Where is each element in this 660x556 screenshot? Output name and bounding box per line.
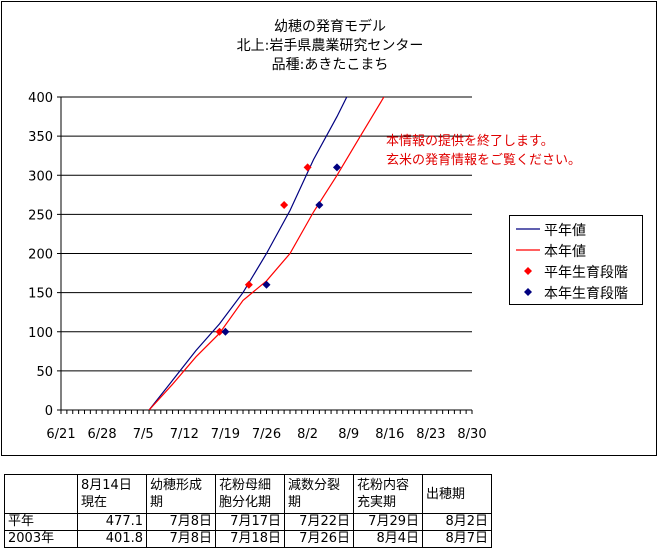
y-tick-label: 200 (28, 248, 53, 263)
table-cell: 7月8日 (146, 530, 216, 548)
legend-item-heinen-stage: 平年生育段階 (510, 261, 642, 281)
legend-label: 平年値 (544, 223, 586, 239)
data-point-2 (244, 280, 253, 289)
x-tick-label: 7/19 (211, 427, 240, 442)
legend-item-honnen: 本年値 (510, 240, 642, 260)
chart-title: 幼穂の発育モデル (274, 19, 386, 35)
table-cell: 8月2日 (422, 513, 492, 531)
legend-line-red-icon (516, 249, 540, 251)
data-point-2 (280, 200, 289, 209)
note-line: 本情報の提供を終了します。 (386, 134, 554, 149)
x-tick-label: 8/23 (416, 427, 445, 442)
chart-subtitle-location: 北上:岩手県農業研究センター (236, 38, 424, 54)
table-header-cell: 8月14日 現在 (77, 474, 147, 514)
series-line-0 (148, 97, 348, 410)
data-point-3 (332, 163, 341, 172)
chart-frame: 0 50 100 150 200 250 300 350 400 6/21 6/28 7/5 7/12 7… (1, 1, 657, 456)
legend-label: 平年生育段階 (544, 265, 628, 281)
y-tick-label: 150 (28, 287, 53, 302)
table-cell: 7月18日 (215, 530, 285, 548)
chart-subtitle-variety: 品種:あきたこまち (271, 57, 389, 73)
growth-stage-table: 8月14日 現在 幼穂形成期 花粉母細 胞分化期 減数分裂期 花粉内容 充実期 出穂期… (4, 474, 492, 548)
table-cell: 7月17日 (215, 513, 285, 531)
legend-label: 本年生育段階 (544, 286, 628, 302)
table-header-cell: 花粉内容 充実期 (353, 474, 423, 514)
table-cell: 7月29日 (353, 513, 423, 531)
table-cell: 7月8日 (146, 513, 216, 531)
x-tick-label: 8/2 (297, 427, 318, 442)
table-cell: 平年 (4, 513, 78, 531)
table-cell: 2003年 (4, 530, 78, 548)
legend-line-navy-icon (516, 228, 540, 230)
chart-plot: 0 50 100 150 200 250 300 350 400 6/21 6/28 7/5 7/12 7… (28, 91, 486, 442)
y-tick-label: 300 (28, 169, 53, 184)
legend-diamond-red-icon (524, 267, 532, 275)
y-tick-label: 0 (45, 404, 53, 419)
data-point-2 (215, 327, 224, 336)
legend-label: 本年値 (544, 244, 586, 260)
legend-item-honnen-stage: 本年生育段階 (510, 282, 642, 302)
x-tick-label: 7/26 (252, 427, 281, 442)
chart-legend: 平年値 本年値 平年生育段階 本年生育段階 (509, 215, 643, 305)
table-cell: 8月4日 (353, 530, 423, 548)
table-header-cell: 花粉母細 胞分化期 (215, 474, 285, 514)
y-tick-label: 250 (28, 208, 53, 223)
table-header-cell: 出穂期 (422, 474, 492, 514)
table-header-cell (4, 474, 78, 514)
table-cell: 401.8 (77, 530, 147, 548)
end-of-service-note: 本情報の提供を終了します。 玄米の発育情報をご覧ください。 (386, 132, 581, 170)
table-header-cell: 幼穂形成期 (146, 474, 216, 514)
table-header-cell: 減数分裂期 (284, 474, 354, 514)
y-tick-label: 100 (28, 326, 53, 341)
table-cell: 7月26日 (284, 530, 354, 548)
x-tick-label: 6/21 (46, 427, 75, 442)
note-line: 玄米の発育情報をご覧ください。 (386, 153, 582, 168)
legend-diamond-navy-icon (524, 288, 532, 296)
data-point-3 (221, 327, 230, 336)
x-tick-label: 7/12 (170, 427, 199, 442)
table-row: 平年 477.1 7月8日 7月17日 7月22日 7月29日 8月2日 (4, 513, 492, 531)
x-tick-label: 8/9 (338, 427, 359, 442)
x-tick-label: 8/16 (375, 427, 404, 442)
table-cell: 477.1 (77, 513, 147, 531)
chart-titles: 幼穂の発育モデル 北上:岩手県農業研究センター 品種:あきたこまち (2, 18, 658, 75)
table-cell: 8月7日 (422, 530, 492, 548)
x-tick-label: 7/5 (133, 427, 154, 442)
y-tick-label: 400 (28, 91, 53, 106)
y-tick-label: 50 (36, 365, 53, 380)
data-point-3 (262, 280, 271, 289)
table-row: 2003年 401.8 7月8日 7月18日 7月26日 8月4日 8月7日 (4, 530, 492, 548)
data-point-3 (315, 200, 324, 209)
data-point-2 (303, 163, 312, 172)
x-tick-label: 8/30 (457, 427, 486, 442)
table-header-row: 8月14日 現在 幼穂形成期 花粉母細 胞分化期 減数分裂期 花粉内容 充実期 出穂期 (4, 474, 492, 514)
y-tick-label: 350 (28, 130, 53, 145)
table-cell: 7月22日 (284, 513, 354, 531)
x-tick-label: 6/28 (87, 427, 116, 442)
legend-item-heinen: 平年値 (510, 219, 642, 239)
